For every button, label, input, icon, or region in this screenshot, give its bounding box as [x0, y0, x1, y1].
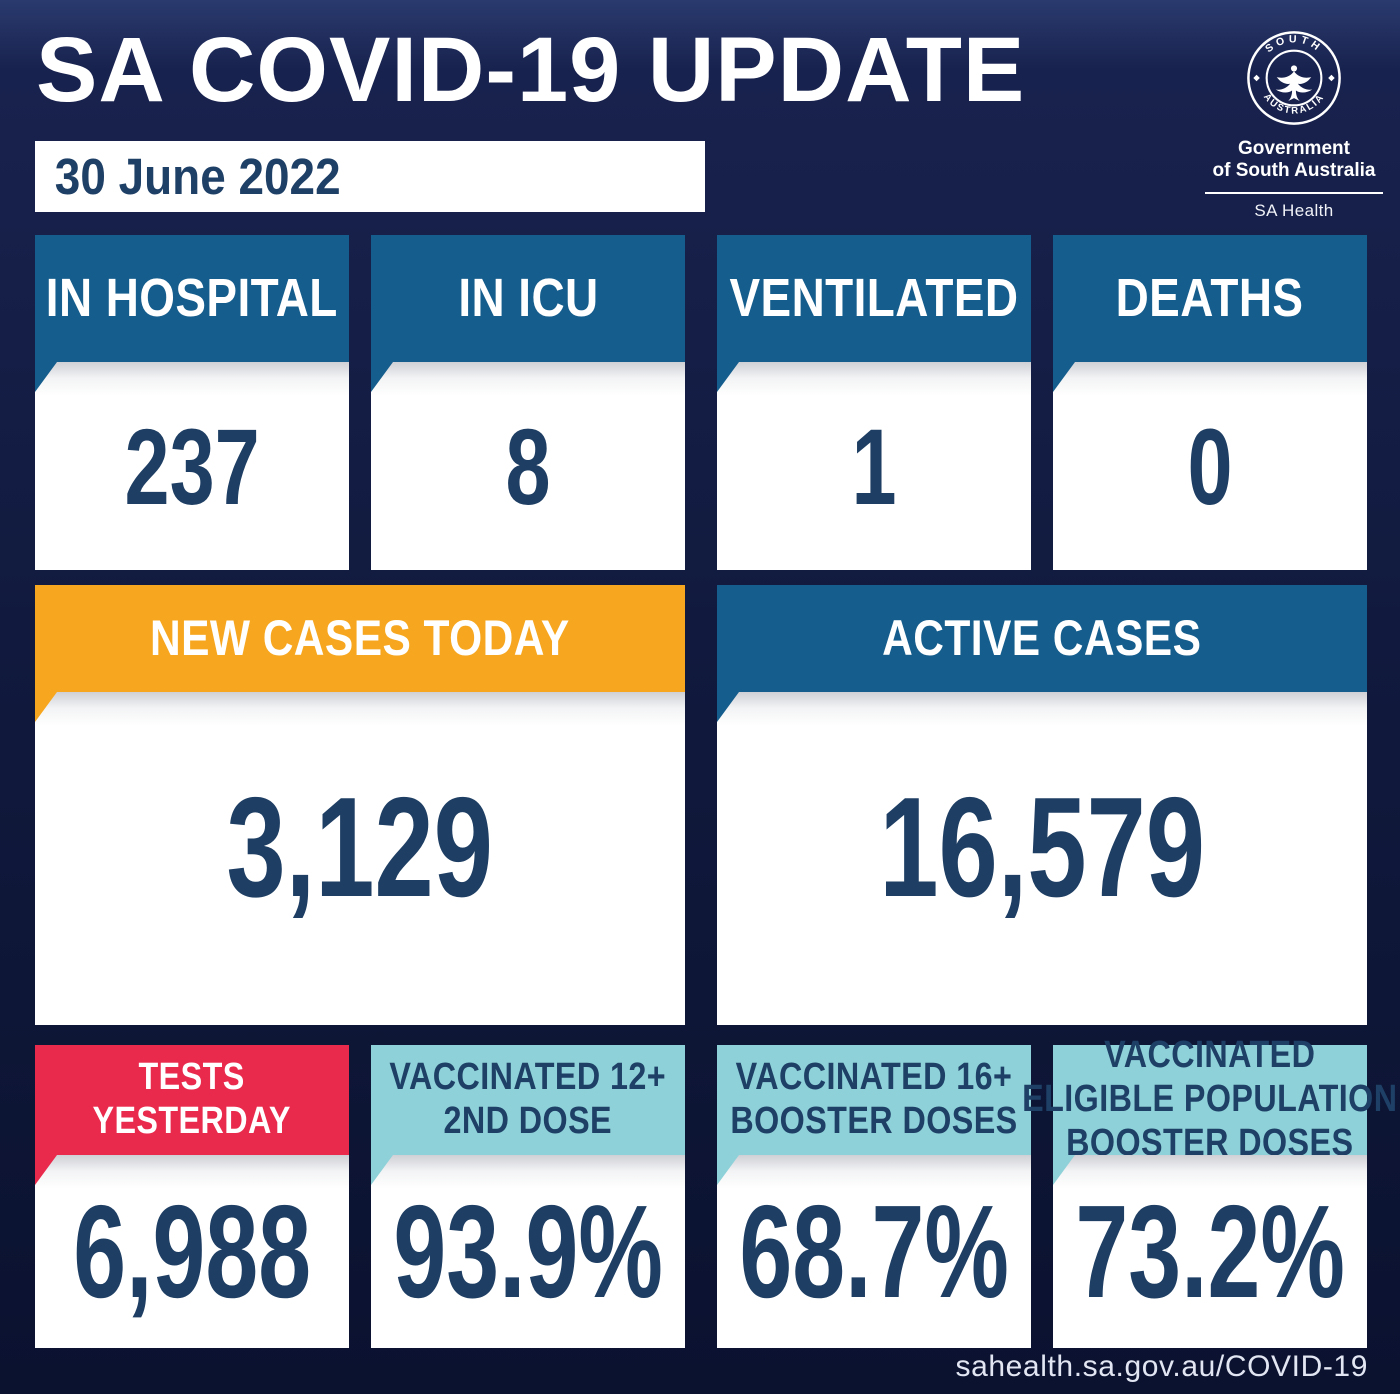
stat-card-vaccinated-eligible-booster: VACCINATED ELIGIBLE POPULATION BOOSTER D… — [1022, 1034, 1397, 1348]
corner-fold-decoration — [35, 362, 57, 392]
gov-line2: of South Australia — [1212, 160, 1376, 182]
card-header: DEATHS — [1053, 235, 1367, 362]
card-header: TESTS YESTERDAY — [35, 1045, 349, 1155]
stat-value: 237 — [124, 405, 260, 527]
card-body: 0 — [1053, 362, 1367, 570]
government-of-sa-label: Government of South Australia — [1200, 138, 1388, 183]
stat-value: 68.7% — [739, 1178, 1009, 1325]
card-body: 6,988 — [35, 1155, 349, 1348]
stat-card-vaccinated-12plus-2nd-dose: VACCINATED 12+ 2ND DOSE 93.9% — [371, 1045, 685, 1348]
page-title: SA COVID-19 UPDATE — [36, 19, 1026, 121]
sa-health-label: SA Health — [1254, 200, 1334, 220]
logo-divider — [1205, 191, 1383, 194]
card-header: NEW CASES TODAY — [35, 585, 685, 692]
footer-website-url: sahealth.sa.gov.au/COVID-19 — [955, 1350, 1368, 1383]
date-banner: 30 June 2022 — [35, 141, 705, 212]
card-label: DEATHS — [1116, 268, 1304, 329]
card-label: NEW CASES TODAY — [150, 609, 570, 666]
stat-card-in-icu: IN ICU 8 — [371, 235, 685, 570]
stat-value: 73.2% — [1075, 1178, 1345, 1325]
stat-value: 93.9% — [393, 1178, 663, 1325]
stat-value: 16,579 — [879, 767, 1205, 927]
corner-fold-decoration — [717, 362, 739, 392]
corner-fold-decoration — [1053, 1155, 1075, 1185]
stat-card-new-cases-today: NEW CASES TODAY 3,129 — [35, 585, 685, 1025]
card-label-line: BOOSTER DOSES — [730, 1100, 1018, 1142]
stat-value: 8 — [505, 405, 551, 527]
card-label-line: TESTS — [138, 1056, 246, 1099]
south-australia-seal-icon: SOUTH AUSTRALIA — [1247, 31, 1341, 125]
card-label-line: VACCINATED — [1104, 1034, 1316, 1077]
card-header: VACCINATED ELIGIBLE POPULATION BOOSTER D… — [1022, 1034, 1397, 1163]
card-label: IN HOSPITAL — [46, 268, 339, 329]
card-label: IN ICU — [457, 268, 599, 329]
corner-fold-decoration — [717, 1155, 739, 1185]
card-body: 8 — [371, 362, 685, 570]
corner-fold-decoration — [35, 692, 57, 722]
stat-value: 0 — [1187, 405, 1233, 527]
card-body: 73.2% — [1053, 1155, 1367, 1348]
card-header: VACCINATED 16+ BOOSTER DOSES — [717, 1045, 1031, 1155]
stat-card-deaths: DEATHS 0 — [1053, 235, 1367, 570]
piping-shrike-bird-icon — [1275, 65, 1313, 102]
sa-government-logo: SOUTH AUSTRALIA Government of South Aust… — [1200, 30, 1388, 221]
stat-card-active-cases: ACTIVE CASES 16,579 — [717, 585, 1367, 1025]
corner-fold-decoration — [371, 1155, 393, 1185]
gov-line1: Government — [1238, 138, 1350, 159]
date-text: 30 June 2022 — [54, 148, 341, 205]
card-body: 237 — [35, 362, 349, 570]
card-label-line: VACCINATED 16+ — [735, 1056, 1013, 1099]
card-label-line: YESTERDAY — [92, 1100, 292, 1142]
card-header: IN HOSPITAL — [35, 235, 349, 362]
stat-card-tests-yesterday: TESTS YESTERDAY 6,988 — [35, 1045, 349, 1348]
stat-value: 1 — [851, 405, 897, 527]
corner-fold-decoration — [1053, 362, 1075, 392]
card-header: IN ICU — [371, 235, 685, 362]
stat-value: 6,988 — [73, 1178, 311, 1325]
stat-card-in-hospital: IN HOSPITAL 237 — [35, 235, 349, 570]
stat-card-ventilated: VENTILATED 1 — [717, 235, 1031, 570]
card-label: VENTILATED — [729, 268, 1019, 329]
card-body: 68.7% — [717, 1155, 1031, 1348]
stat-card-vaccinated-16plus-booster: VACCINATED 16+ BOOSTER DOSES 68.7% — [717, 1045, 1031, 1348]
card-label-line: ELIGIBLE POPULATION — [1022, 1078, 1398, 1121]
stat-value: 3,129 — [226, 767, 494, 927]
card-body: 16,579 — [717, 692, 1367, 1025]
corner-fold-decoration — [35, 1155, 57, 1185]
card-body: 1 — [717, 362, 1031, 570]
card-header: ACTIVE CASES — [717, 585, 1367, 692]
card-label: ACTIVE CASES — [882, 609, 1202, 666]
card-body: 93.9% — [371, 1155, 685, 1348]
card-label-line: VACCINATED 12+ — [389, 1056, 667, 1099]
card-body: 3,129 — [35, 692, 685, 1025]
corner-fold-decoration — [717, 692, 739, 722]
corner-fold-decoration — [371, 362, 393, 392]
card-header: VENTILATED — [717, 235, 1031, 362]
card-label-line: 2ND DOSE — [443, 1100, 613, 1142]
card-header: VACCINATED 12+ 2ND DOSE — [371, 1045, 685, 1155]
